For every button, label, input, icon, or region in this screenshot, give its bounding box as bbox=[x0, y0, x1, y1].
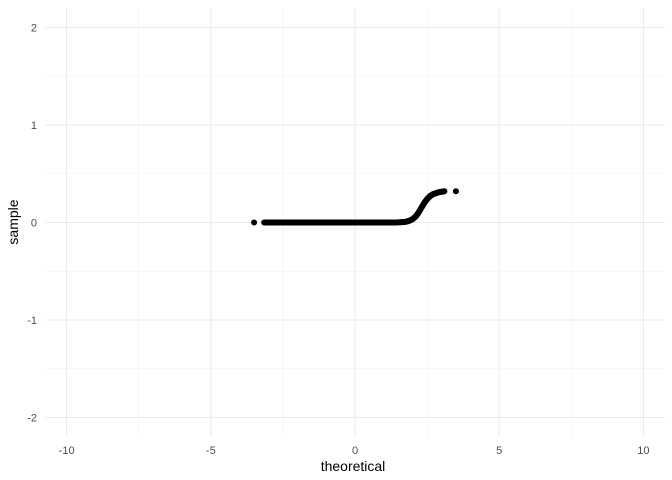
y-tick-label: 0 bbox=[31, 218, 37, 230]
data-point bbox=[441, 188, 448, 195]
y-axis-title: sample bbox=[5, 199, 21, 244]
data-points bbox=[251, 188, 459, 226]
data-point bbox=[452, 188, 459, 195]
x-axis-tick-labels: -10 -5 0 5 10 bbox=[59, 445, 650, 457]
x-tick-label: -5 bbox=[206, 445, 216, 457]
x-axis-title: theoretical bbox=[321, 458, 386, 474]
y-axis-tick-labels: -2 -1 0 1 2 bbox=[27, 23, 37, 425]
x-tick-label: 10 bbox=[637, 445, 649, 457]
x-tick-label: -10 bbox=[59, 445, 75, 457]
y-tick-label: -1 bbox=[27, 315, 37, 327]
y-tick-label: 1 bbox=[31, 120, 37, 132]
x-tick-label: 0 bbox=[352, 445, 358, 457]
y-tick-label: -2 bbox=[27, 413, 37, 425]
x-tick-label: 5 bbox=[496, 445, 502, 457]
y-tick-label: 2 bbox=[31, 23, 37, 35]
major-gridlines bbox=[45, 8, 665, 437]
data-point bbox=[251, 219, 258, 226]
